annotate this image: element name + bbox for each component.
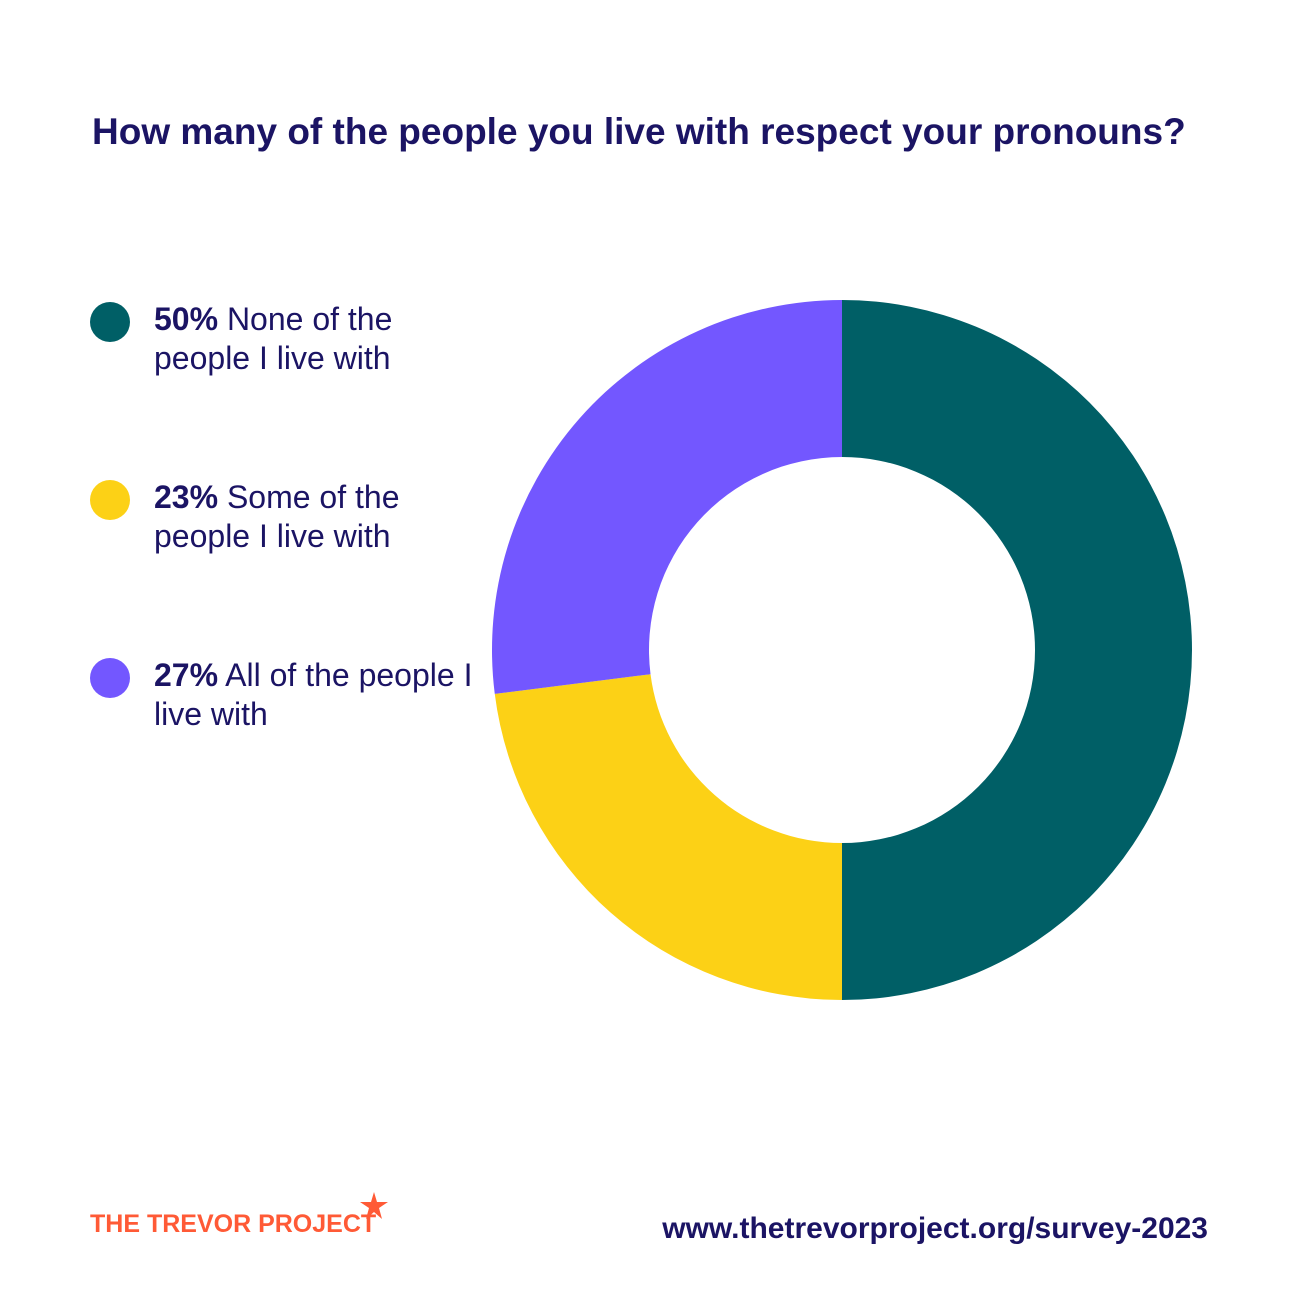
legend-swatch-all	[90, 658, 130, 698]
donut-slice-some	[494, 674, 842, 1000]
legend-pct-none: 50%	[154, 301, 219, 337]
chart-title: How many of the people you live with res…	[92, 111, 1186, 152]
survey-url: www.thetrevorproject.org/survey-2023	[662, 1212, 1208, 1245]
logo-text: THE TREVOR PROJECT	[90, 1210, 377, 1238]
legend-pct-some: 23%	[154, 479, 219, 515]
legend-label-some: Some of the people I live with	[154, 479, 400, 554]
legend-swatch-some	[90, 480, 130, 520]
legend-label-all: All of the people I live with	[154, 657, 473, 732]
legend-swatch-none	[90, 302, 130, 342]
donut-slice-none	[842, 300, 1192, 1000]
trevor-project-logo: THE TREVOR PROJECT	[90, 1192, 388, 1250]
donut-slice-all	[492, 300, 842, 694]
legend-label-none: None of the people I live with	[154, 301, 393, 376]
legend-pct-all: 27%	[154, 657, 219, 693]
star-icon	[360, 1192, 388, 1219]
